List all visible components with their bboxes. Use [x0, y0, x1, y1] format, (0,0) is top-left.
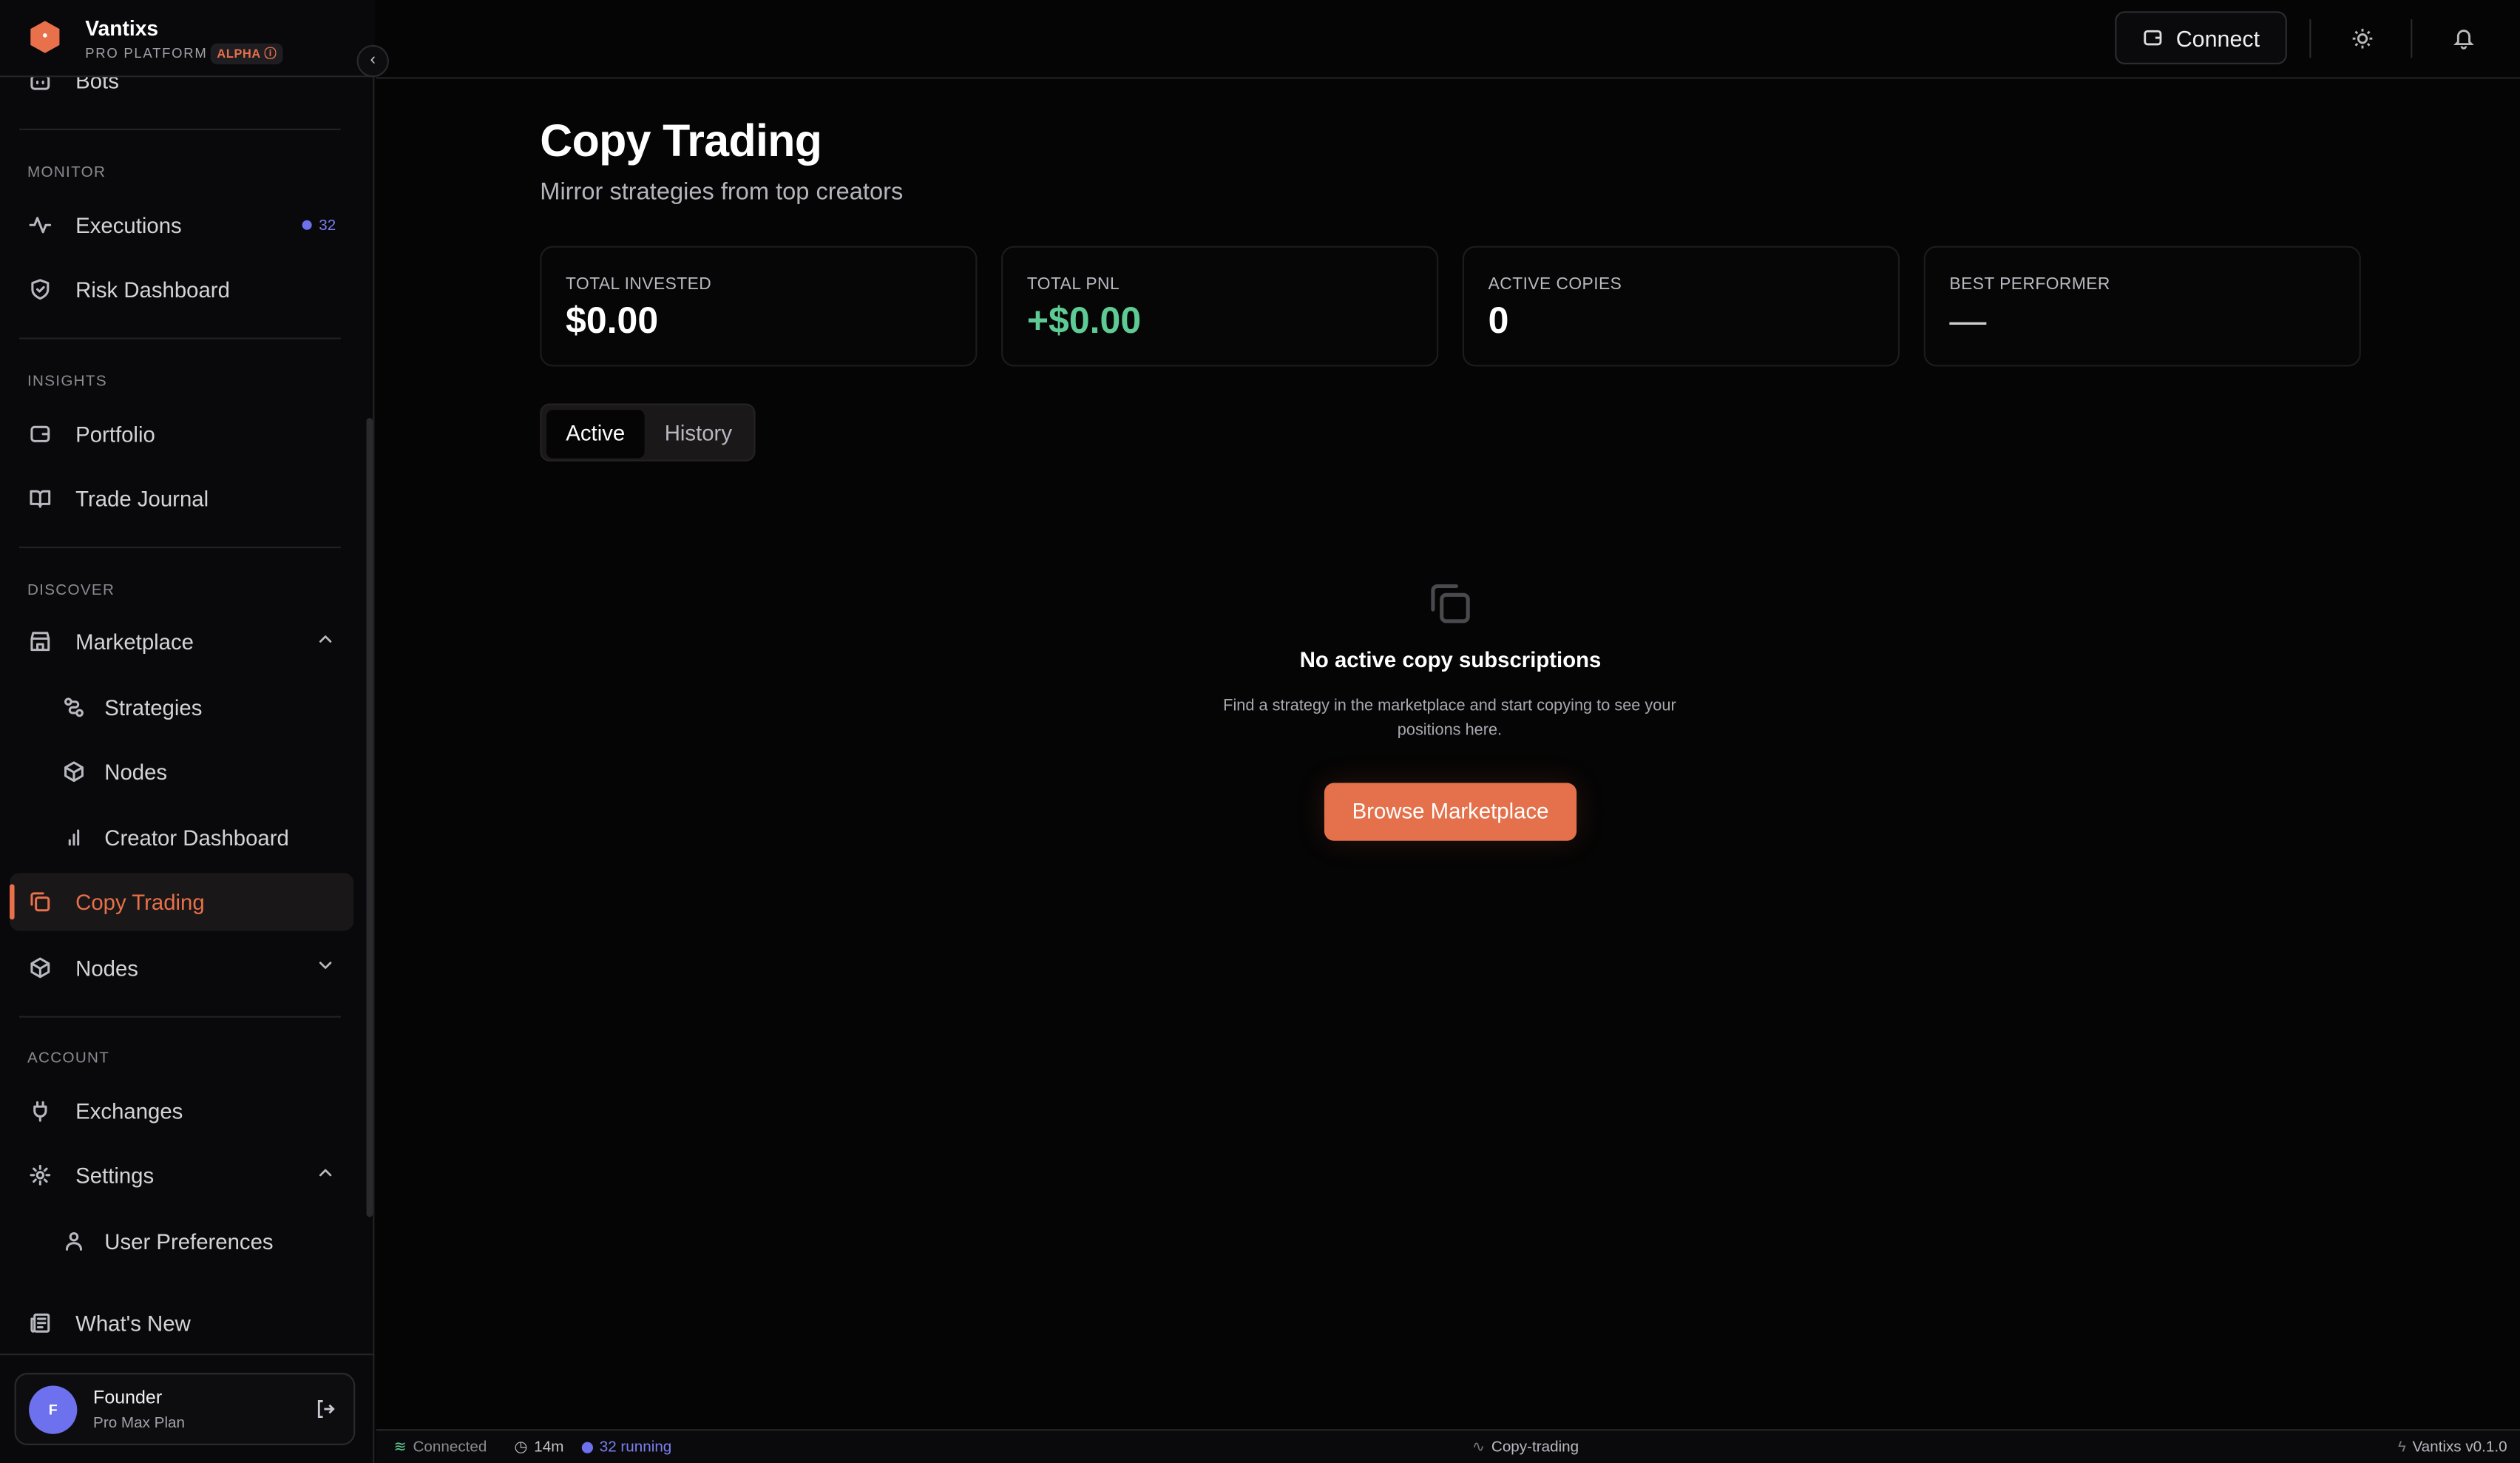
user-name: Founder — [93, 1388, 163, 1408]
brand-subtitle: PRO PLATFORM — [85, 44, 208, 61]
running-count[interactable]: 32 running — [581, 1439, 671, 1456]
tab-group: Active History — [540, 403, 756, 462]
store-icon — [27, 629, 53, 655]
uptime: ◷ 14m — [514, 1439, 564, 1457]
divider — [19, 128, 341, 131]
chevron-down-icon — [319, 962, 332, 969]
clock-icon: ◷ — [514, 1439, 528, 1457]
empty-state-text: Find a strategy in the marketplace and s… — [1223, 697, 1676, 740]
logout-icon[interactable] — [315, 1399, 336, 1419]
shield-icon — [27, 277, 53, 303]
wifi-icon: ≋ — [393, 1439, 407, 1457]
section-discover: DISCOVER — [27, 581, 115, 600]
user-icon — [61, 1229, 87, 1254]
sidebar-item-settings[interactable]: Settings — [10, 1146, 353, 1204]
tab-history[interactable]: History — [664, 421, 733, 446]
tab-active[interactable]: Active — [546, 410, 645, 459]
user-plan: Pro Max Plan — [93, 1414, 186, 1433]
copy-icon — [1431, 584, 1470, 624]
gear-icon — [27, 1162, 53, 1188]
connection-status: ≋ Connected — [393, 1439, 487, 1457]
bell-icon[interactable] — [2453, 26, 2475, 50]
box-icon — [61, 759, 87, 785]
newspaper-icon — [27, 1310, 53, 1336]
stat-active-copies: ACTIVE COPIES 0 — [1462, 246, 1900, 367]
avatar: F — [29, 1385, 78, 1434]
activity-icon — [27, 212, 53, 238]
app-version: ϟ Vantixs v0.1.0 — [2397, 1439, 2507, 1457]
section-monitor: MONITOR — [27, 163, 106, 182]
divider — [2411, 19, 2413, 58]
user-card[interactable]: F Founder Pro Max Plan — [14, 1373, 356, 1445]
route-icon — [61, 695, 87, 720]
stat-total-pnl: TOTAL PNL +$0.00 — [1001, 246, 1439, 367]
status-bar: ≋ Connected ◷ 14m 32 running ∿ Copy-trading… — [376, 1429, 2520, 1463]
book-open-icon — [27, 485, 53, 511]
divider — [19, 1016, 341, 1018]
page-subtitle: Mirror strategies from top creators — [540, 178, 904, 206]
collapse-sidebar-button[interactable]: ‹ — [356, 44, 389, 78]
sidebar-item-marketplace[interactable]: Marketplace — [10, 612, 353, 670]
divider — [0, 1354, 375, 1356]
sidebar-item-executions[interactable]: Executions 32 — [10, 196, 353, 254]
section-insights: INSIGHTS — [27, 373, 107, 391]
divider — [19, 337, 341, 339]
empty-state-heading: No active copy subscriptions — [1299, 647, 1602, 672]
bar-chart-icon — [61, 825, 87, 851]
sidebar-item-risk-dashboard[interactable]: Risk Dashboard — [10, 260, 353, 318]
sidebar-item-strategies[interactable]: Strategies — [10, 678, 353, 736]
top-bar: Connect — [376, 0, 2520, 79]
brand-header: Vantixs PRO PLATFORM ALPHA ⓘ — [0, 0, 375, 78]
divider — [2309, 19, 2311, 58]
sidebar-item-whats-new[interactable]: What's New — [10, 1294, 353, 1352]
vantixs-logo — [30, 21, 60, 53]
box-icon — [27, 955, 53, 981]
wallet-icon — [2144, 30, 2162, 46]
dot-icon — [581, 1442, 594, 1453]
help-icon: ⓘ — [264, 47, 277, 61]
sidebar-item-trade-journal[interactable]: Trade Journal — [10, 470, 353, 527]
sidebar-item-user-preferences[interactable]: User Preferences — [10, 1212, 353, 1270]
zap-icon: ϟ — [2397, 1439, 2406, 1457]
sidebar-item-portfolio[interactable]: Portfolio — [10, 405, 353, 463]
current-route: ∿ Copy-trading — [1471, 1439, 1579, 1457]
stat-best-performer: BEST PERFORMER — — [1923, 246, 2361, 367]
sidebar-item-nodes-sub[interactable]: Nodes — [10, 743, 353, 800]
sun-icon[interactable] — [2351, 27, 2374, 50]
wallet-icon — [27, 421, 53, 447]
chevron-up-icon — [319, 635, 332, 643]
executions-badge: 32 — [302, 216, 336, 234]
plug-icon — [27, 1098, 53, 1124]
activity-icon: ∿ — [1471, 1439, 1486, 1457]
divider — [19, 546, 341, 549]
copy-icon — [27, 889, 53, 915]
sidebar-item-exchanges[interactable]: Exchanges — [10, 1082, 353, 1140]
section-account: ACCOUNT — [27, 1050, 110, 1068]
page-title: Copy Trading — [540, 115, 822, 166]
chevron-up-icon — [319, 1169, 332, 1177]
alpha-badge[interactable]: ALPHA ⓘ — [210, 43, 284, 64]
brand-name: Vantixs — [85, 16, 159, 41]
stat-total-invested: TOTAL INVESTED $0.00 — [540, 246, 978, 367]
sidebar-item-nodes[interactable]: Nodes — [10, 939, 353, 996]
sidebar: Bots Vantixs PRO PLATFORM ALPHA ⓘ ‹ MONI… — [0, 0, 389, 1463]
browse-marketplace-button[interactable]: Browse Marketplace — [1324, 783, 1577, 841]
connect-wallet-button[interactable]: Connect — [2115, 11, 2287, 64]
sidebar-scrollbar[interactable] — [366, 418, 373, 1217]
sidebar-item-creator-dashboard[interactable]: Creator Dashboard — [10, 808, 353, 866]
sidebar-item-copy-trading[interactable]: Copy Trading — [10, 873, 354, 931]
